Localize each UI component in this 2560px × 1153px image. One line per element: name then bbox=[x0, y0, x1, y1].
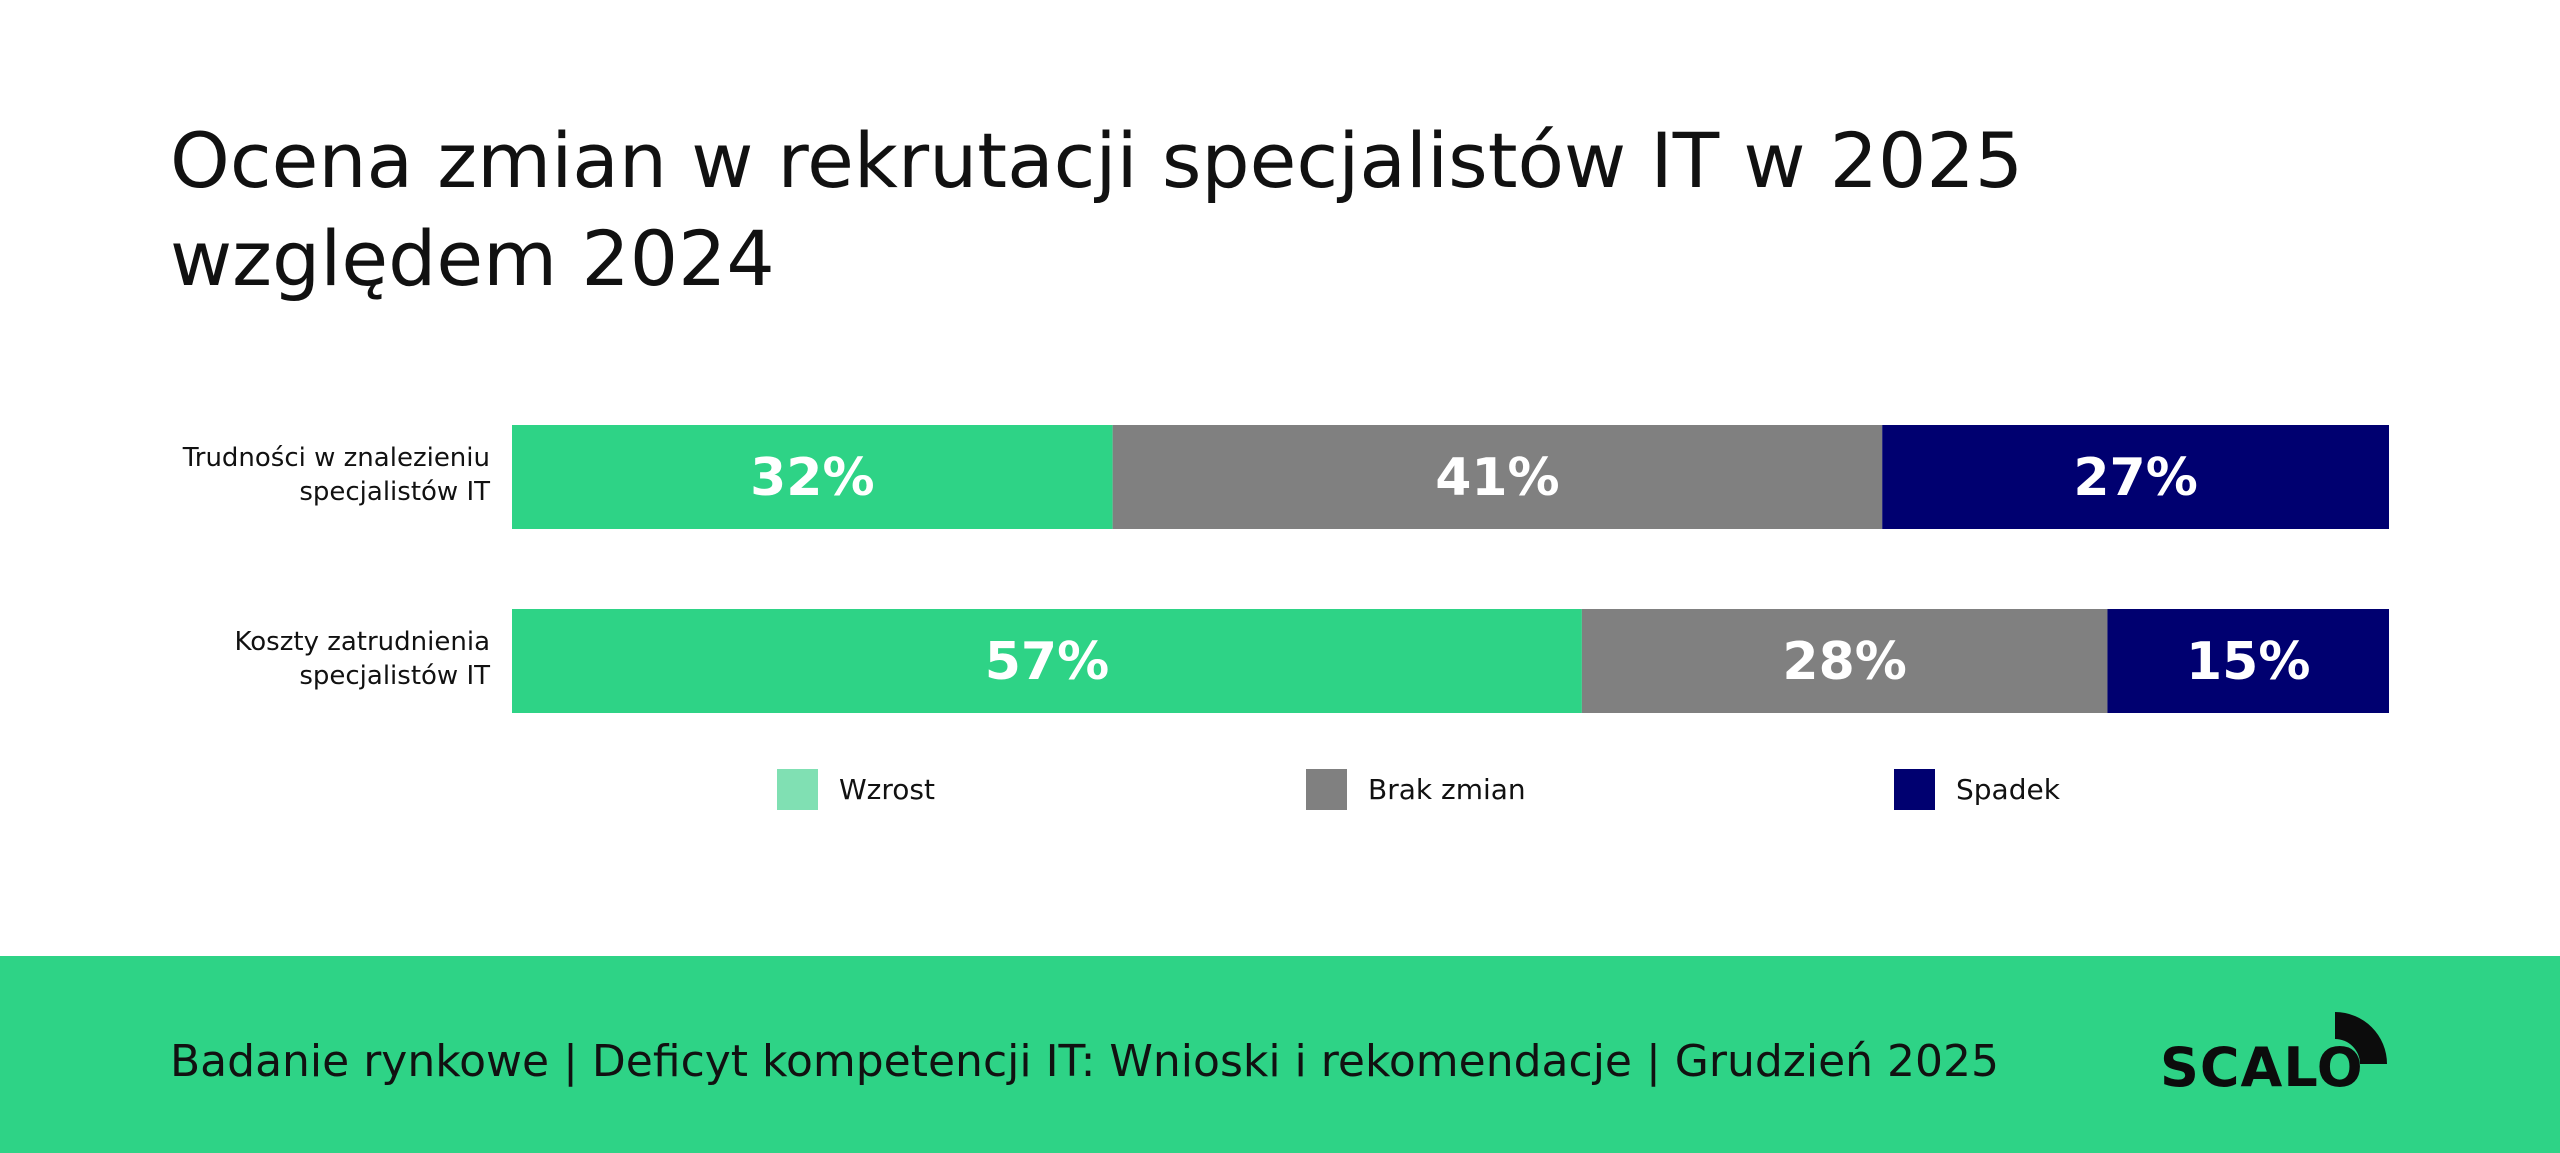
bar-segment bbox=[512, 425, 1113, 529]
logo-arc-icon bbox=[2335, 1012, 2387, 1064]
bar-segment bbox=[2107, 609, 2389, 713]
stacked-bar-chart: Trudności w znalezieniu specjalistów IT 32… bbox=[182, 425, 2389, 810]
bar-segment bbox=[1581, 609, 2108, 713]
footer-text: Badanie rynkowe | Deficyt kompetencji IT… bbox=[170, 1036, 2000, 1087]
data-label: 41% bbox=[1435, 448, 1559, 508]
logo-text: SCALO bbox=[2160, 1036, 2364, 1099]
legend-label: Spadek bbox=[1956, 773, 2061, 806]
legend-swatch bbox=[1306, 769, 1347, 810]
bar-segment bbox=[1112, 425, 1883, 529]
data-label: 15% bbox=[2186, 632, 2310, 692]
category-label: Trudności w znalezieniu specjalistów IT bbox=[182, 443, 490, 507]
chart-title: Ocena zmian w rekrutacji specjalistów IT… bbox=[170, 116, 2024, 303]
footer-band bbox=[0, 956, 2560, 1153]
data-label: 27% bbox=[2073, 448, 2197, 508]
data-label: 28% bbox=[1782, 632, 1906, 692]
bar-segment bbox=[512, 609, 1582, 713]
scalo-logo: SCALO bbox=[2160, 1004, 2390, 1099]
data-label: 57% bbox=[985, 632, 1109, 692]
category-label: Koszty zatrudnienia specjalistów IT bbox=[235, 627, 491, 691]
legend-swatch bbox=[777, 769, 818, 810]
legend-label: Wzrost bbox=[839, 773, 935, 806]
data-label: 32% bbox=[750, 448, 874, 508]
legend-swatch bbox=[1894, 769, 1935, 810]
legend-label: Brak zmian bbox=[1368, 773, 1526, 806]
bar-segment bbox=[1882, 425, 2389, 529]
